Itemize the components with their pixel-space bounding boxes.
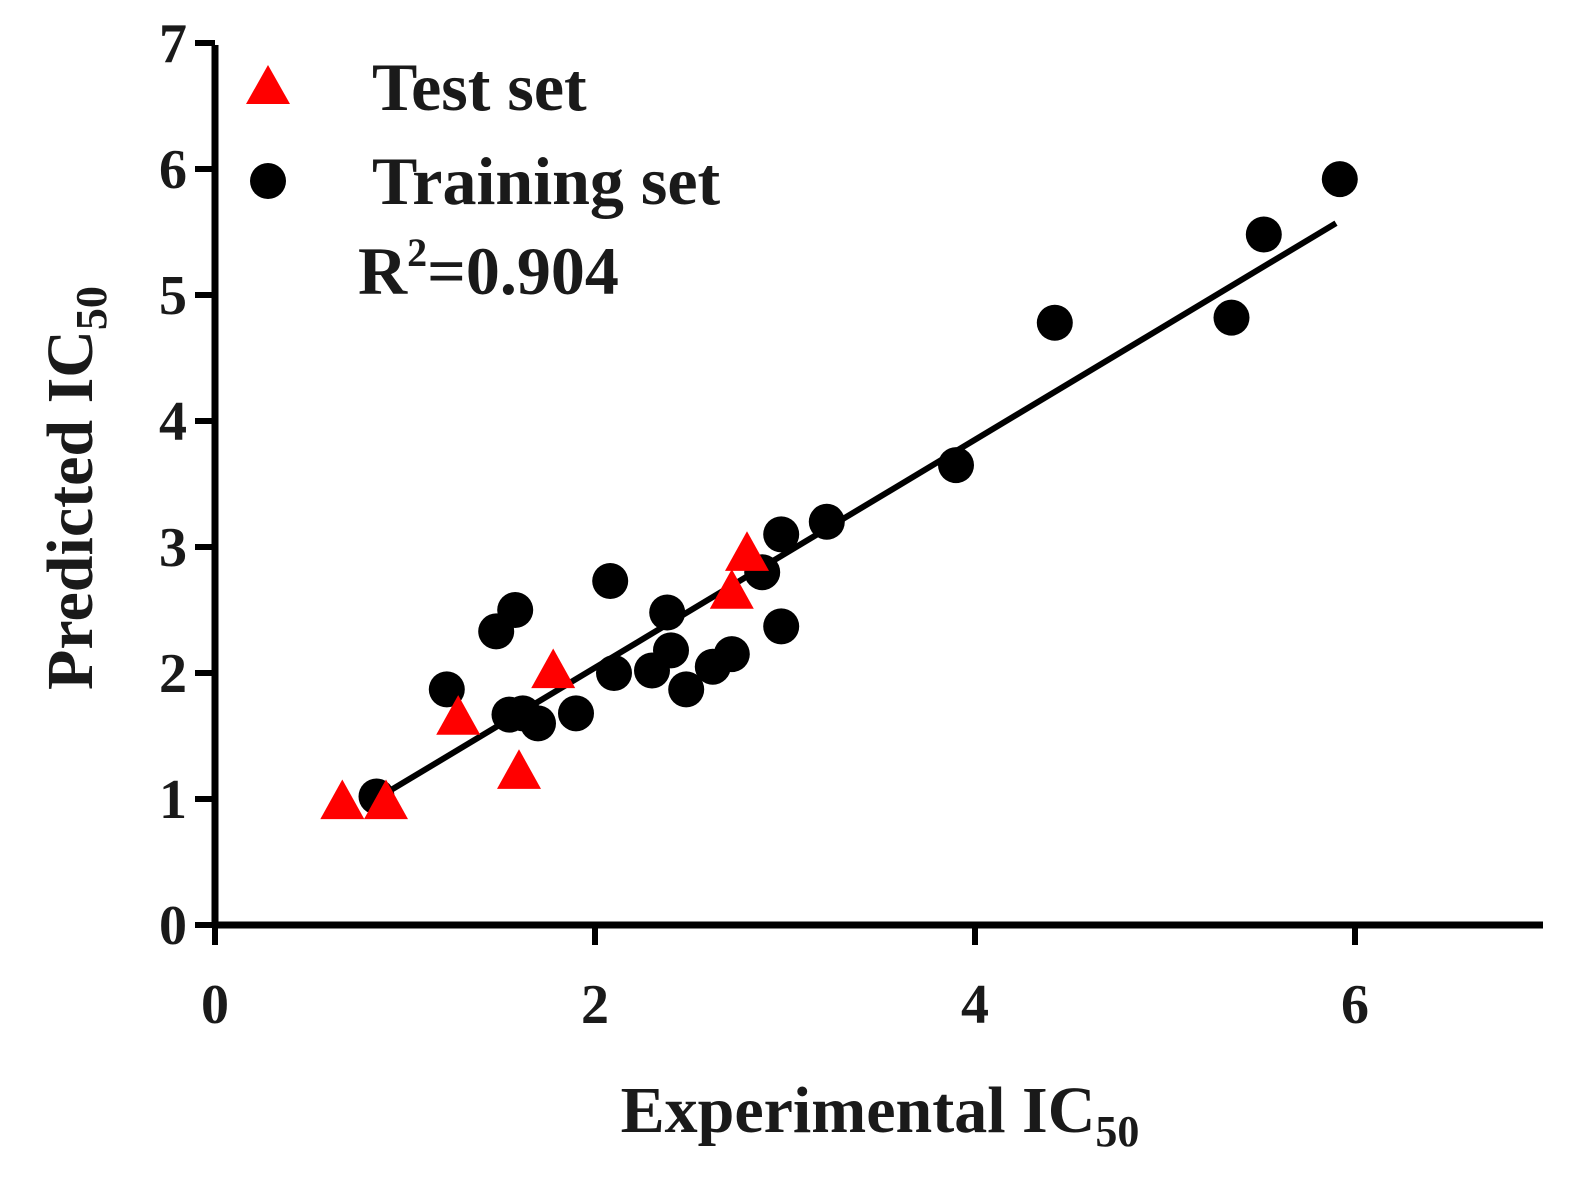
training-point <box>558 695 594 732</box>
training-point <box>938 447 974 484</box>
y-tick-label: 4 <box>159 391 187 453</box>
training-point <box>1036 304 1073 341</box>
training-point <box>1213 299 1250 336</box>
legend-test-marker <box>246 65 290 104</box>
test-point <box>709 569 754 609</box>
fit-line <box>378 220 1338 800</box>
y-tick-label: 0 <box>159 895 187 957</box>
training-point <box>649 594 686 631</box>
y-axis-title: Predicted IC50 <box>34 286 116 690</box>
training-point <box>713 636 750 673</box>
legend-test-label: Test set <box>372 49 587 125</box>
test-point <box>497 749 541 789</box>
fit-line-group <box>378 220 1338 800</box>
test-point <box>436 695 481 735</box>
y-tick-label: 6 <box>159 139 187 201</box>
training-point <box>763 516 800 553</box>
training-point <box>497 592 534 628</box>
x-tick-label: 6 <box>1341 974 1369 1036</box>
x-tick-label: 0 <box>201 974 229 1036</box>
training-point <box>520 705 556 742</box>
axes <box>211 45 1543 929</box>
training-point <box>1321 161 1358 198</box>
legend-training-marker <box>250 163 286 199</box>
training-point <box>596 655 632 691</box>
training-point <box>592 563 629 600</box>
training-point <box>428 671 465 708</box>
x-axis-title: Experimental IC50 <box>621 1074 1140 1156</box>
r-squared-annotation: R2=0.904 <box>358 230 619 309</box>
training-point <box>1245 216 1282 253</box>
x-tick-label: 4 <box>961 974 989 1036</box>
test-point <box>531 648 576 689</box>
training-point <box>653 632 689 669</box>
training-point <box>808 503 845 540</box>
test-point <box>364 779 408 820</box>
training-point <box>763 608 800 645</box>
test-point <box>725 531 769 571</box>
legend: Test set Training set <box>246 49 721 219</box>
x-tick-label: 2 <box>581 974 609 1036</box>
y-tick-label: 5 <box>159 265 187 327</box>
y-tick-label: 2 <box>159 643 187 705</box>
y-tick-label: 1 <box>159 769 187 831</box>
y-tick-label: 7 <box>159 13 187 75</box>
legend-training-label: Training set <box>372 143 721 219</box>
data-points <box>320 161 1358 820</box>
ticks: 0 1 2 3 4 5 6 7 0 2 4 6 <box>159 13 1369 1036</box>
training-point <box>668 671 705 708</box>
test-point <box>320 779 365 820</box>
y-tick-label: 3 <box>159 517 187 579</box>
